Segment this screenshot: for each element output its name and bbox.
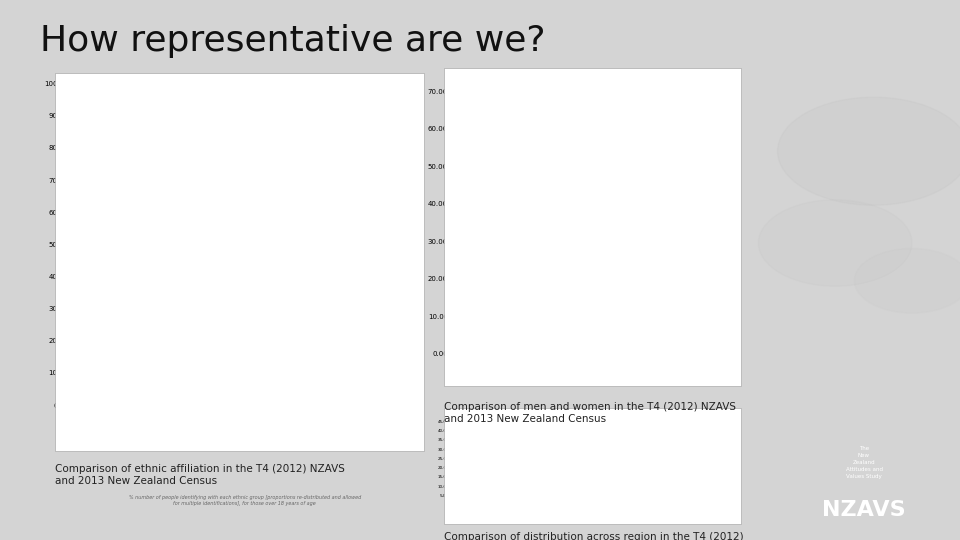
Bar [204, 352, 235, 405]
Bar [573, 490, 580, 505]
Bar [619, 495, 626, 505]
Bar [457, 493, 465, 505]
Bar [669, 479, 677, 505]
Bar [476, 449, 484, 505]
Text: Comparison of distribution across region in the T4 (2012)
NZAVS and 2013 New Zea: Comparison of distribution across region… [444, 532, 743, 540]
Bar [561, 498, 568, 505]
Bar [677, 488, 684, 505]
Text: How representative are we?: How representative are we? [40, 24, 546, 58]
Bar [334, 367, 365, 405]
Bar [644, 118, 689, 354]
Bar [125, 129, 156, 405]
Bar [696, 489, 704, 505]
Text: NZAVS: NZAVS [822, 500, 906, 520]
Bar [175, 358, 204, 405]
Legend: 2013 Census, 2012 T4 NZAVS: 2013 Census, 2012 T4 NZAVS [640, 87, 711, 105]
Bar [592, 480, 600, 505]
Bar [94, 167, 125, 405]
Bar [631, 501, 638, 505]
Bar [522, 493, 530, 505]
Bar [535, 490, 541, 505]
Bar [554, 497, 561, 505]
Legend: 2013 Census, 2012 T4 NZAVS: 2013 Census, 2012 T4 NZAVS [338, 87, 409, 105]
Bar [496, 481, 503, 505]
Bar [465, 494, 472, 505]
Bar [503, 487, 511, 505]
Bar [365, 387, 396, 405]
Bar [650, 502, 658, 505]
Bar [612, 496, 619, 505]
Bar [688, 490, 696, 505]
Bar [715, 498, 723, 505]
Text: Comparison of men and women in the T4 (2012) NZAVS
and 2013 New Zealand Census: Comparison of men and women in the T4 (2… [444, 402, 735, 424]
Bar [254, 381, 285, 405]
Text: % number of people identifying with each ethnic group [proportions re-distribute: % number of people identifying with each… [129, 495, 361, 506]
Bar [516, 489, 522, 505]
Bar [527, 211, 571, 354]
Legend: 2013 Census, 2012 T4 NZAVS: 2013 Census, 2012 T4 NZAVS [684, 423, 725, 434]
Text: Comparison of ethnic affiliation in the T4 (2012) NZAVS
and 2013 New Zealand Cen: Comparison of ethnic affiliation in the … [55, 464, 345, 486]
Bar [638, 502, 645, 505]
Bar [482, 170, 527, 354]
Bar [708, 497, 715, 505]
Text: Comparison of proportions of men and women in the 2012 NZAVS and for 2013 Census: Comparison of proportions of men and wom… [479, 429, 692, 434]
Bar [484, 440, 492, 505]
Bar [541, 495, 549, 505]
Bar [285, 386, 315, 405]
Bar [658, 503, 664, 505]
Bar [580, 493, 588, 505]
Bar [600, 160, 644, 354]
Bar [600, 488, 607, 505]
Text: The
New
Zealand
Attitudes and
Values Study: The New Zealand Attitudes and Values Stu… [846, 446, 882, 479]
